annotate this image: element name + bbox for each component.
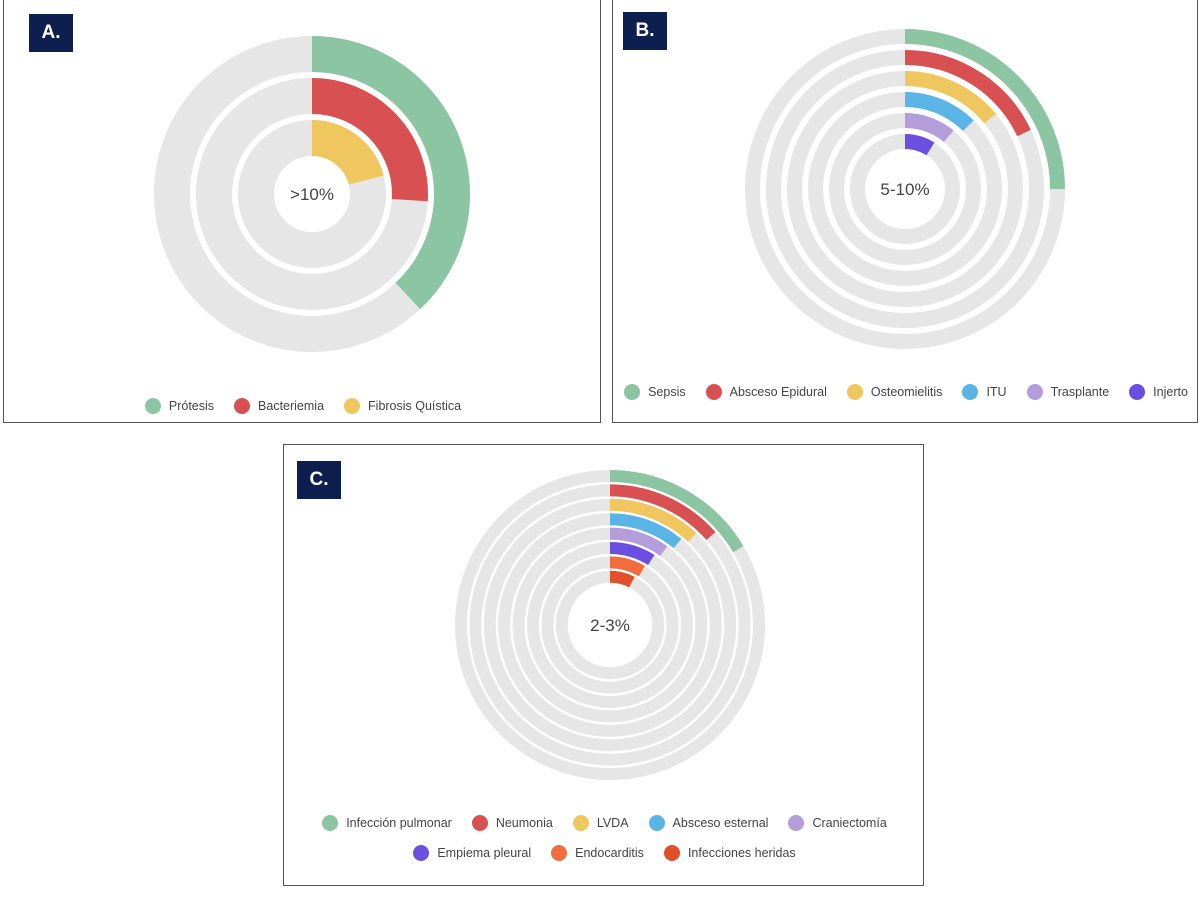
ring-bar-fibrosis-qu-stica — [311, 120, 384, 186]
chart-panel-a: A. >10% Prótesis Bacteriemia Fibrosis Quís… — [3, 0, 601, 423]
legend-label: Osteomielitis — [870, 385, 943, 399]
legend-swatch — [144, 398, 161, 414]
chart-panel-b: B. 5-10% Sepsis Absceso Epidural Osteomiel… — [612, 0, 1198, 423]
radial-chart-a: >10% — [154, 36, 470, 352]
legend-label: Neumonia — [495, 816, 553, 830]
legend-swatch — [648, 815, 665, 831]
ring-bar-absceso-epidural — [904, 50, 1031, 137]
legend-item: LVDA — [572, 815, 629, 831]
legend-swatch — [344, 398, 361, 414]
legend-item: Injerto — [1129, 384, 1188, 400]
legend-swatch — [551, 845, 568, 861]
legend-label: Absceso esternal — [672, 816, 769, 830]
legend-swatch — [471, 815, 488, 831]
center-label: >10% — [290, 185, 334, 204]
legend-swatch — [1129, 384, 1146, 400]
legend-item: Trasplante — [1026, 384, 1110, 400]
legend-label: Sepsis — [648, 385, 686, 399]
legend-swatch — [413, 845, 430, 861]
panel-label-b: B. — [623, 12, 667, 50]
ring-bar-craniectom-a — [609, 527, 668, 557]
chart-panel-c: C. 2-3% Infección pulmonar Neumonia LVDA Ab… — [283, 444, 924, 886]
legend-a: Prótesis Bacteriemia Fibrosis Quística — [4, 398, 602, 414]
ring-bar-infecciones-heridas — [609, 570, 635, 588]
legend-swatch — [322, 815, 339, 831]
ring-bar-pr-tesis — [311, 36, 470, 310]
legend-label: Fibrosis Quística — [368, 399, 462, 413]
legend-swatch — [705, 384, 722, 400]
legend-item: ITU — [962, 384, 1007, 400]
legend-swatch — [846, 384, 863, 400]
ring-bar-itu — [904, 92, 974, 132]
ring-bar-bacteriemia — [311, 78, 428, 202]
ring-bar-endocarditis — [609, 556, 645, 577]
legend-label: ITU — [986, 385, 1007, 399]
legend-item: Craniectomía — [788, 815, 887, 831]
legend-item: Infección pulmonar — [322, 815, 452, 831]
legend-item: Infecciones heridas — [663, 845, 796, 861]
legend-swatch — [624, 384, 641, 400]
legend-label: Trasplante — [1050, 385, 1110, 399]
ring-bar-sepsis — [904, 29, 1065, 190]
legend-label: Infecciones heridas — [687, 846, 796, 860]
legend-label: Endocarditis — [575, 846, 644, 860]
legend-swatch — [572, 815, 589, 831]
ring-bar-empiema-pleural — [609, 542, 655, 566]
legend-label: Bacteriemia — [258, 399, 325, 413]
legend-label: Empiema pleural — [437, 846, 532, 860]
ring-bar-absceso-esternal — [609, 513, 682, 549]
legend-label: Infección pulmonar — [346, 816, 452, 830]
legend-item: Prótesis — [144, 398, 215, 414]
legend-item: Absceso esternal — [648, 815, 769, 831]
ring-bar-osteomielitis — [904, 71, 996, 124]
panel-label-c: C. — [297, 461, 341, 499]
legend-item: Absceso Epidural — [705, 384, 827, 400]
legend-swatch — [1026, 384, 1043, 400]
legend-item: Sepsis — [624, 384, 686, 400]
legend-label: Absceso Epidural — [729, 385, 827, 399]
radial-chart-c: 2-3% — [455, 470, 765, 780]
legend-label: LVDA — [596, 816, 629, 830]
ring-bar-lvda — [609, 498, 697, 542]
legend-item: Osteomielitis — [846, 384, 943, 400]
legend-item: Fibrosis Quística — [344, 398, 461, 414]
legend-c: Infección pulmonar Neumonia LVDA Absceso es… — [284, 815, 925, 875]
legend-row: Empiema pleural Endocarditis Infecciones h… — [284, 845, 925, 861]
legend-label: Craniectomía — [812, 816, 887, 830]
legend-item: Neumonia — [471, 815, 553, 831]
legend-swatch — [962, 384, 979, 400]
ring-bar-neumonia — [609, 484, 716, 541]
radial-chart-b: 5-10% — [745, 29, 1065, 349]
legend-b: Sepsis Absceso Epidural Osteomielitis ITU Tr… — [613, 384, 1199, 400]
legend-swatch — [788, 815, 805, 831]
legend-swatch — [663, 845, 680, 861]
legend-item: Empiema pleural — [413, 845, 531, 861]
legend-item: Endocarditis — [551, 845, 644, 861]
center-label: 2-3% — [590, 616, 630, 635]
legend-swatch — [234, 398, 251, 414]
ring-bar-injerto — [904, 134, 935, 156]
legend-item: Bacteriemia — [234, 398, 324, 414]
legend-label: Prótesis — [168, 399, 215, 413]
legend-row: Infección pulmonar Neumonia LVDA Absceso es… — [284, 815, 925, 831]
ring-bar-infecci-n-pulmonar — [609, 470, 744, 553]
legend-label: Injerto — [1153, 385, 1188, 399]
panel-label-a: A. — [29, 14, 73, 52]
center-label: 5-10% — [880, 180, 929, 199]
ring-bar-trasplante — [904, 113, 954, 143]
